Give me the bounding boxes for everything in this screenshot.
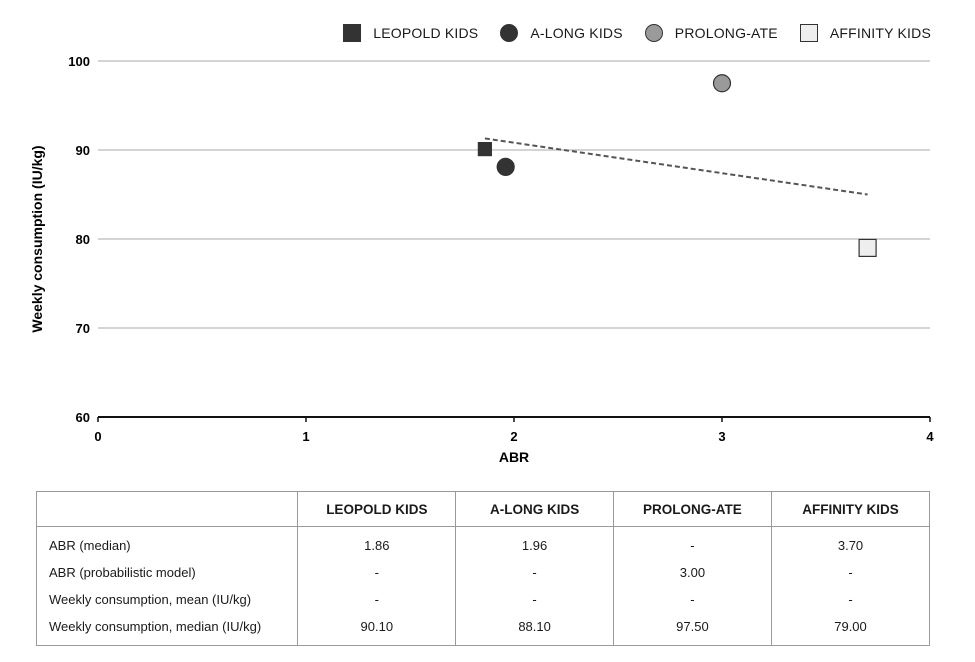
legend-item: AFFINITY KIDS (799, 24, 931, 42)
legend-label: AFFINITY KIDS (829, 25, 931, 41)
table-cell: - (297, 586, 457, 613)
grid-lines (98, 60, 930, 329)
x-tick-label: 3 (718, 429, 725, 444)
table-header-row: LEOPOLD KIDS A-LONG KIDS PROLONG-ATE AFF… (35, 491, 930, 527)
summary-table: LEOPOLD KIDS A-LONG KIDS PROLONG-ATE AFF… (35, 491, 930, 646)
table-row: ABR (probabilistic model) - - 3.00 - (35, 559, 930, 586)
chart-legend: LEOPOLD KIDS A-LONG KIDS PROLONG-ATE AFFINI… (321, 24, 931, 42)
data-point-circle (712, 74, 732, 93)
table-cell: - (455, 586, 614, 613)
legend-label: A-LONG KIDS (530, 25, 623, 41)
table-cell: 79.00 (771, 613, 930, 646)
table-header-along: A-LONG KIDS (455, 491, 614, 527)
y-tick-label: 80 (76, 232, 90, 247)
row-label: Weekly consumption, mean (IU/kg) (35, 586, 299, 613)
x-tick-label: 0 (94, 429, 101, 444)
table-header-prolong: PROLONG-ATE (612, 491, 773, 527)
table-cell: 3.70 (771, 526, 930, 559)
legend-label: PROLONG-ATE (674, 25, 778, 41)
data-point-circle (496, 157, 515, 177)
circle-marker-icon (644, 24, 663, 42)
table-header-affinity: AFFINITY KIDS (771, 491, 930, 527)
row-label: ABR (probabilistic model) (35, 559, 299, 586)
legend-item: A-LONG KIDS (500, 24, 623, 42)
data-point-square (858, 238, 877, 257)
x-tick-label: 4 (926, 429, 934, 444)
table-row: Weekly consumption, mean (IU/kg) - - - - (35, 586, 930, 613)
x-axis-label: ABR (499, 449, 529, 465)
legend-item: PROLONG-ATE (644, 24, 778, 42)
trendline-path (484, 137, 868, 196)
square-marker-icon (343, 24, 362, 42)
y-tick-label: 70 (76, 321, 90, 336)
table-cell: 1.96 (455, 526, 614, 559)
row-label: Weekly consumption, median (IU/kg) (35, 613, 299, 646)
table-cell: - (297, 559, 457, 586)
legend-label: LEOPOLD KIDS (373, 25, 479, 41)
table-row: Weekly consumption, median (IU/kg) 90.10… (35, 613, 930, 646)
x-tick-label: 2 (510, 429, 517, 444)
table-cell: - (612, 526, 773, 559)
table-cell: 1.86 (297, 526, 457, 559)
table-cell: - (455, 559, 614, 586)
table-row: ABR (median) 1.86 1.96 - 3.70 (35, 526, 930, 559)
y-axis-label: Weekly consumption (IU/kg) (29, 145, 45, 332)
table-cell: 97.50 (612, 613, 773, 646)
axes: 60 70 80 90 100 0 1 2 3 4 (68, 54, 934, 444)
data-points (477, 74, 877, 257)
scatter-chart: 60 70 80 90 100 0 1 2 3 4 ABR Weekly consumption … (29, 54, 934, 465)
y-tick-label: 100 (68, 54, 90, 69)
circle-marker-icon (500, 24, 519, 42)
table-cell: 90.10 (297, 613, 457, 646)
data-point-square (477, 142, 492, 157)
row-label: ABR (median) (35, 526, 299, 559)
table-cell: 88.10 (455, 613, 614, 646)
table-header-leopold: LEOPOLD KIDS (297, 491, 457, 527)
table-header-empty (35, 491, 299, 527)
trendline (484, 137, 868, 196)
y-tick-label: 60 (76, 410, 90, 425)
x-tick-label: 1 (302, 429, 309, 444)
table-cell: 3.00 (612, 559, 773, 586)
legend-item: LEOPOLD KIDS (343, 24, 478, 42)
square-marker-icon (799, 24, 818, 42)
y-tick-label: 90 (76, 143, 90, 158)
table-cell: - (771, 586, 930, 613)
table-cell: - (612, 586, 773, 613)
table-cell: - (771, 559, 930, 586)
